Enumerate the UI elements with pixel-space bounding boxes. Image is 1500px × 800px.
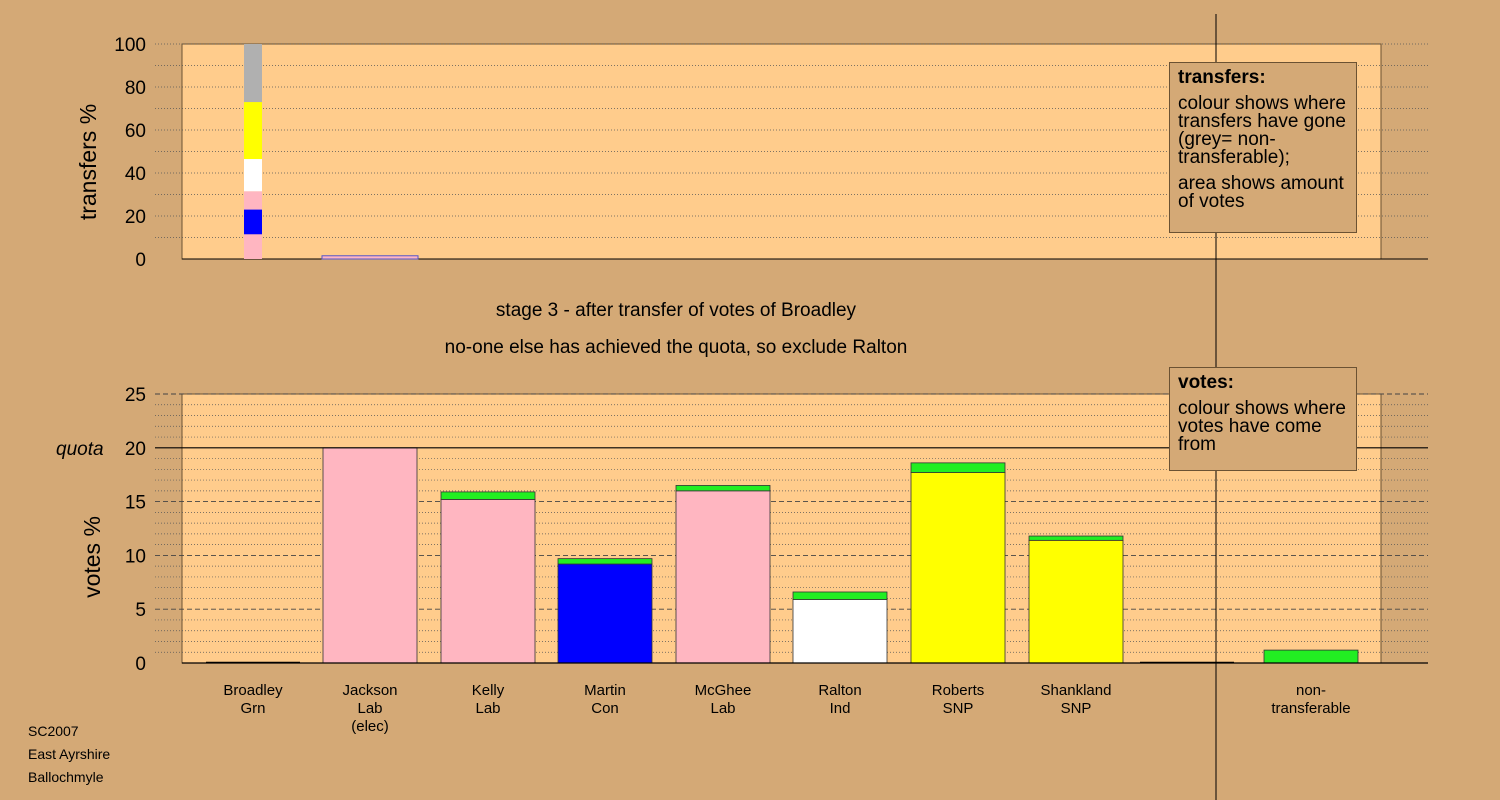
votes-y-tick-label: 5 (135, 600, 146, 621)
transfer-bar-segment (244, 159, 262, 192)
transfers-legend-line-1: colour shows where transfers have gone (… (1178, 93, 1346, 168)
transfer-bar-segment (322, 255, 418, 259)
transfers-legend-line-2: area shows amount of votes (1178, 173, 1344, 212)
votes-y-tick-label: 20 (125, 439, 146, 460)
decision-caption: no-one else has achieved the quota, so e… (444, 337, 908, 358)
transfer-bar-segment (244, 191, 262, 210)
votes-y-tick-label: 0 (135, 654, 146, 675)
stage-caption: stage 3 - after transfer of votes of Bro… (495, 300, 857, 321)
transfers-y-tick-label: 0 (135, 250, 146, 271)
votes-legend-title: votes: (1178, 372, 1234, 393)
votes-y-axis-label: votes % (79, 516, 105, 598)
transfers-y-tick-label: 60 (125, 121, 146, 142)
candidate-label: Kelly Lab (472, 682, 505, 717)
vote-bar-segment (792, 599, 888, 664)
transfer-bar-outline (321, 255, 419, 260)
vote-bar-segment (1028, 535, 1124, 541)
candidate-label: McGhee Lab (695, 682, 752, 717)
vote-bar-segment (792, 591, 888, 600)
vote-bar-segment (1028, 539, 1124, 664)
candidate-label: Shankland SNP (1041, 682, 1112, 717)
votes-y-tick-label: 15 (125, 493, 146, 514)
votes-legend: votes: colour shows where votes have com… (1169, 367, 1357, 471)
candidate-label: Jackson Lab (elec) (342, 682, 397, 735)
vote-bar-segment (910, 462, 1006, 473)
votes-y-tick-label: 10 (125, 546, 146, 567)
transfers-y-tick-label: 100 (114, 35, 146, 56)
vote-bar-segment (910, 472, 1006, 664)
vote-bar-segment (675, 490, 771, 664)
vote-bar-segment (440, 499, 536, 664)
transfers-y-tick-label: 80 (125, 78, 146, 99)
footer-ward: Ballochmyle (28, 769, 104, 785)
votes-y-tick-label: 25 (125, 385, 146, 406)
footer-council: East Ayrshire (28, 746, 111, 762)
candidate-label: Ralton Ind (818, 682, 861, 717)
vote-bar-segment (557, 563, 653, 664)
candidate-label: Broadley Grn (223, 682, 283, 717)
transfers-y-tick-label: 40 (125, 164, 146, 185)
transfer-bar-segment (244, 102, 262, 160)
vote-bar-segment (675, 485, 771, 492)
votes-legend-line-1: colour shows where votes have come from (1178, 398, 1346, 455)
quota-label: quota (56, 439, 104, 460)
vote-bar-segment (1263, 649, 1359, 664)
vote-bar-segment (440, 491, 536, 500)
vote-bar-segment (322, 447, 418, 664)
transfer-bar-segment (244, 44, 262, 103)
transfers-y-axis-label: transfers % (75, 104, 101, 220)
candidate-label: Martin Con (584, 682, 626, 717)
footer-year: SC2007 (28, 723, 79, 739)
candidate-label: non-transferable (1271, 682, 1350, 717)
transfer-bar-segment (244, 209, 262, 235)
candidate-label: Roberts SNP (932, 682, 985, 717)
transfers-legend-title: transfers: (1178, 67, 1266, 88)
transfer-bar-segment (244, 234, 262, 259)
vote-bar-segment (557, 558, 653, 565)
transfers-y-tick-label: 20 (125, 207, 146, 228)
transfers-legend: transfers: colour shows where transfers … (1169, 62, 1357, 233)
